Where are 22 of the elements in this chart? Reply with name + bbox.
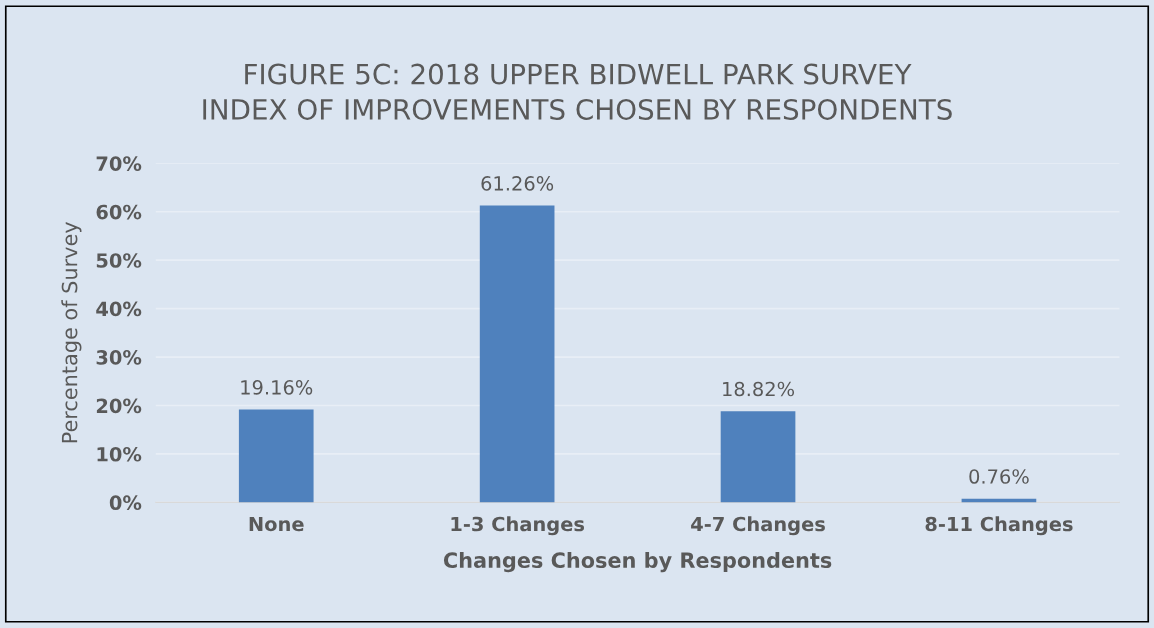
y-tick-label: 10% [97, 446, 142, 462]
y-axis-title: Percentage of Survey [61, 221, 82, 443]
y-tick-label: 0% [109, 495, 142, 511]
y-tick-label: 40% [96, 301, 142, 317]
y-tick-label: 60% [96, 204, 142, 220]
chart-title: FIGURE 5C: 2018 UPPER BIDWELL PARK SURVEY INDEX OF IMPROVEMENTS CHOSEN BY RESPONDENTS [203, 63, 952, 120]
y-tick-label: 50% [96, 253, 142, 268]
x-tick-label: 1-3 Changes [451, 516, 585, 536]
bar [479, 205, 555, 503]
data-label: 0.76% [969, 469, 1029, 484]
data-label: 18.82% [723, 381, 795, 397]
x-tick-label: 4-7 Changes [691, 516, 825, 536]
bar [238, 409, 314, 503]
data-label: 61.26% [481, 176, 554, 191]
x-tick-label: 8-11 Changes [925, 516, 1073, 536]
y-tick-label: 20% [96, 398, 142, 414]
bar [720, 411, 796, 503]
y-tick-label: 30% [96, 350, 142, 365]
x-axis-title: Changes Chosen by Respondents [443, 551, 832, 573]
x-tick-label: None [249, 516, 304, 532]
data-label: 19.16% [241, 379, 313, 395]
y-tick-label: 70% [96, 156, 142, 171]
